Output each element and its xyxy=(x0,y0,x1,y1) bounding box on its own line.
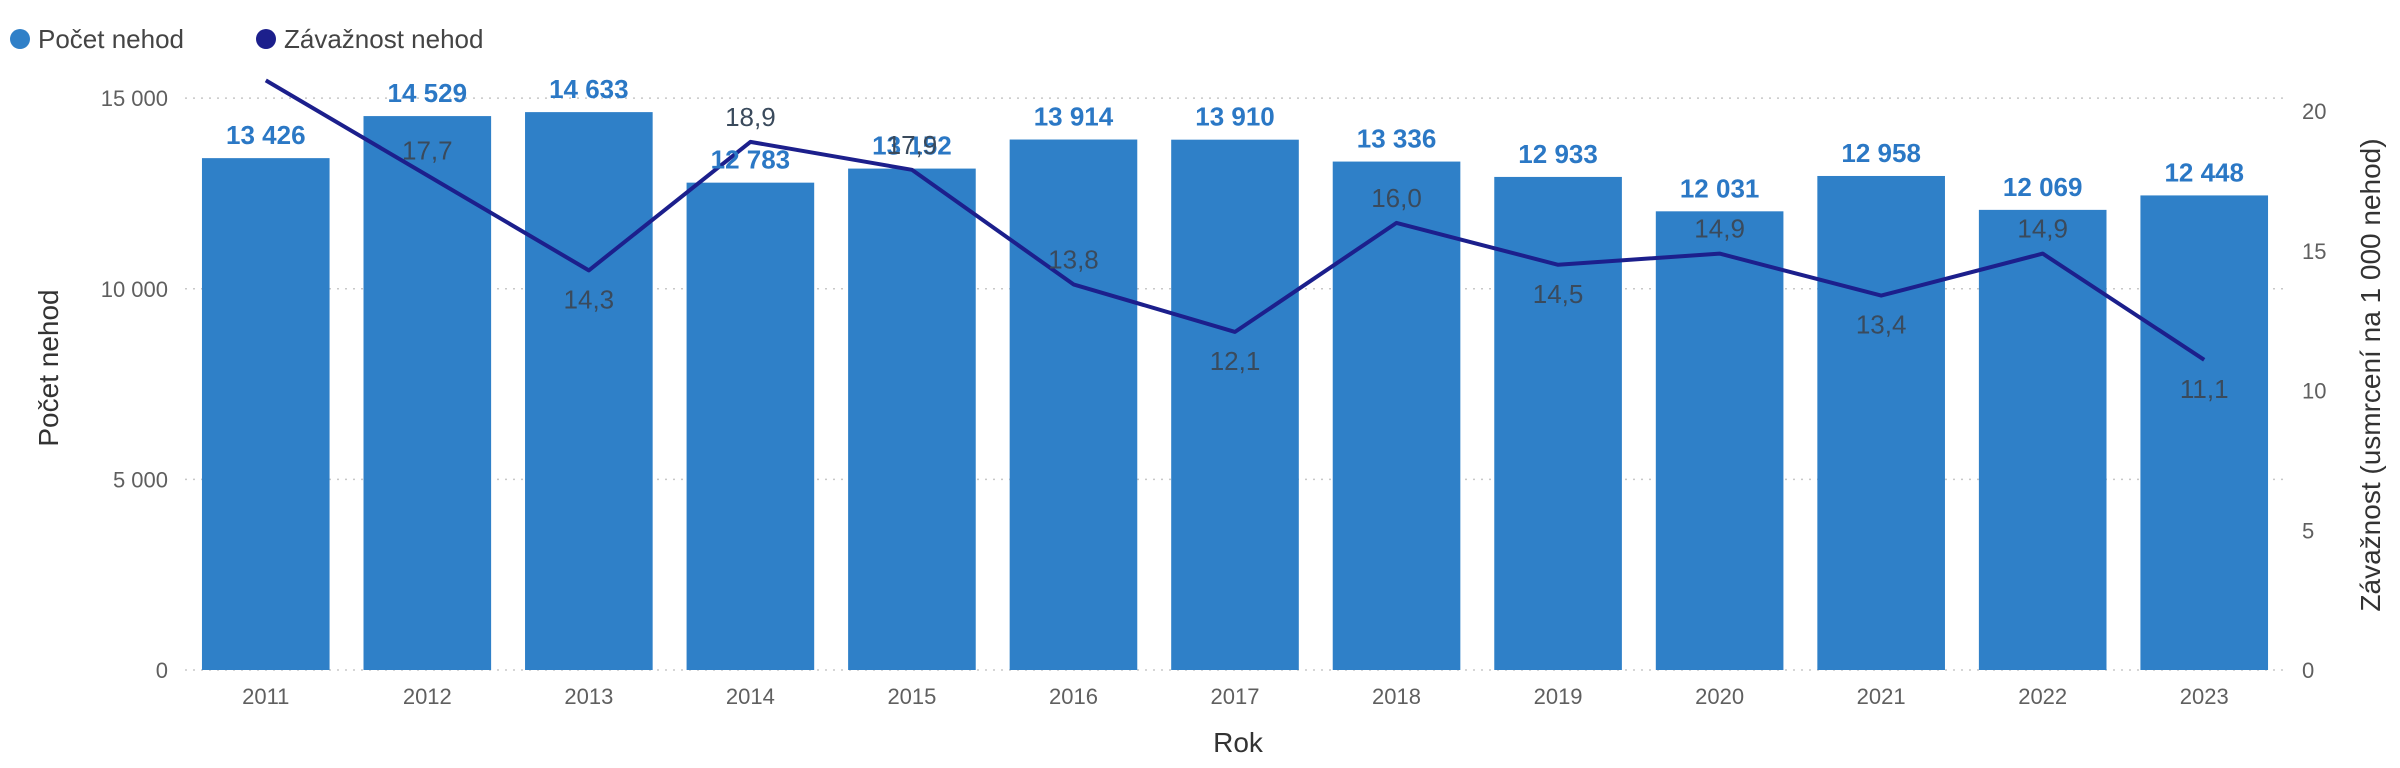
bar xyxy=(2140,195,2269,671)
x-axis-tick-label: 2021 xyxy=(1857,684,1906,709)
right-axis-title: Závažnost (usmrcení na 1 000 nehod) xyxy=(2355,138,2386,611)
legend-label-pocet-nehod: Počet nehod xyxy=(38,24,184,54)
line-data-label: 12,1 xyxy=(1210,346,1261,376)
bar xyxy=(363,116,492,670)
line-data-label: 13,8 xyxy=(1048,244,1099,274)
line-series xyxy=(264,78,2206,362)
bar xyxy=(1171,139,1299,670)
bar-data-label: 13 152 xyxy=(872,131,952,161)
bar-data-label: 14 529 xyxy=(388,78,468,108)
bar xyxy=(525,112,653,670)
bar xyxy=(1494,176,1622,670)
left-axis-tick-label: 0 xyxy=(156,658,168,683)
bar xyxy=(201,158,330,671)
bar xyxy=(686,182,815,670)
line-data-label: 16,0 xyxy=(1371,183,1422,213)
x-axis-ticks: 2011 2012 2013 2014 2015 2016 2017 2018 2019 2020… xyxy=(242,684,2229,709)
bar xyxy=(1332,161,1461,670)
bar-data-label: 12 958 xyxy=(1841,138,1921,168)
bar xyxy=(1978,209,2107,670)
series-line xyxy=(264,78,2206,362)
x-axis-tick-label: 2018 xyxy=(1372,684,1421,709)
x-axis-tick-label: 2012 xyxy=(403,684,452,709)
bar xyxy=(1655,211,1784,671)
left-axis-tick-label: 15 000 xyxy=(101,86,168,111)
left-axis-tick-label: 5 000 xyxy=(113,467,168,492)
bar-data-label: 14 633 xyxy=(549,74,629,104)
bar-data-label: 12 448 xyxy=(2164,157,2244,187)
x-axis-tick-label: 2015 xyxy=(887,684,936,709)
bar-series xyxy=(201,112,2269,671)
bar-data-label: 13 910 xyxy=(1195,102,1275,132)
bar-data-label: 13 914 xyxy=(1034,102,1114,132)
x-axis-tick-label: 2020 xyxy=(1695,684,1744,709)
left-axis-title: Počet nehod xyxy=(33,289,64,446)
bar xyxy=(1817,175,1945,670)
x-axis-title: Rok xyxy=(1213,727,1264,758)
line-data-label: 17,7 xyxy=(402,135,453,165)
line-data-label: 14,9 xyxy=(2017,214,2068,244)
x-axis-tick-label: 2013 xyxy=(564,684,613,709)
right-axis-tick-label: 15 xyxy=(2302,239,2326,264)
line-data-label: 18,9 xyxy=(725,102,776,132)
line-data-label: 17,9 xyxy=(887,130,938,160)
bar-data-label: 12 031 xyxy=(1680,173,1760,203)
line-data-label: 14,3 xyxy=(564,284,615,314)
bar-data-label: 12 783 xyxy=(711,145,791,175)
bar-data-label: 13 336 xyxy=(1357,124,1437,154)
bar-data-label: 13 426 xyxy=(226,120,306,150)
line-data-label: 14,9 xyxy=(1694,214,1745,244)
right-axis-tick-label: 5 xyxy=(2302,518,2314,543)
bar-data-labels: 13 426 14 529 14 633 12 783 13 152 13 914 13 9… xyxy=(226,74,2244,203)
legend-label-zavaznost-nehod: Závažnost nehod xyxy=(284,24,483,54)
bar xyxy=(1009,139,1138,670)
line-data-labels: 17,7 14,3 18,9 17,9 13,8 12,1 16,0 14,5 14,9 13,4… xyxy=(402,102,2229,404)
legend-marker-zavaznost-nehod xyxy=(256,29,276,49)
line-data-label: 13,4 xyxy=(1856,310,1907,340)
bar-data-label: 12 069 xyxy=(2003,172,2083,202)
x-axis-tick-label: 2014 xyxy=(726,684,775,709)
line-data-label: 14,5 xyxy=(1533,279,1584,309)
right-axis-ticks: 0 5 10 15 20 xyxy=(2302,99,2326,683)
line-data-label: 11,1 xyxy=(2180,374,2229,404)
x-axis-tick-label: 2011 xyxy=(242,684,289,709)
bar xyxy=(848,168,976,670)
right-axis-tick-label: 0 xyxy=(2302,658,2314,683)
x-axis-tick-label: 2016 xyxy=(1049,684,1098,709)
left-axis-ticks: 0 5 000 10 000 15 000 xyxy=(101,86,168,683)
legend: Počet nehod Závažnost nehod xyxy=(10,24,483,54)
legend-marker-pocet-nehod xyxy=(10,29,30,49)
x-axis-tick-label: 2022 xyxy=(2018,684,2067,709)
left-axis-tick-label: 10 000 xyxy=(101,277,168,302)
x-axis-tick-label: 2019 xyxy=(1534,684,1583,709)
x-axis-tick-label: 2023 xyxy=(2180,684,2229,709)
right-axis-tick-label: 20 xyxy=(2302,99,2326,124)
right-axis-tick-label: 10 xyxy=(2302,379,2326,404)
bar-data-label: 12 933 xyxy=(1518,139,1598,169)
x-axis-tick-label: 2017 xyxy=(1211,684,1260,709)
